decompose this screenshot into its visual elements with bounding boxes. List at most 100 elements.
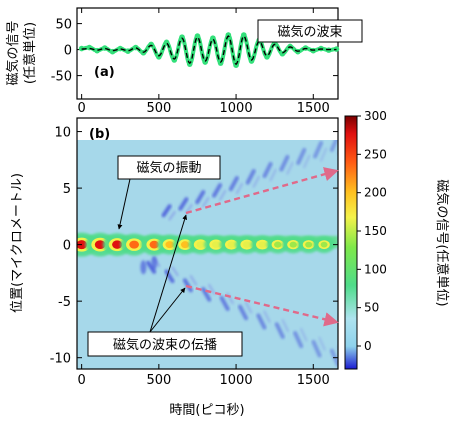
wave-packet-streak: [293, 331, 304, 349]
wave-packet-label-box: [257, 19, 363, 43]
wave-packet-streak: [189, 275, 198, 286]
panel-b: 10 5 0 -5 -10 0 500 1000 1500 (b) 磁気の振動 磁気の波束の伝播…: [10, 117, 339, 418]
panel-b-label: (b): [89, 127, 110, 142]
oscillation-peak: [212, 241, 220, 248]
colorbar-tick-label: 200: [364, 186, 387, 200]
panel-a-data-point: [117, 45, 124, 52]
panel-a-data-point: [101, 45, 108, 51]
colorbar-tick-label: 50: [364, 301, 379, 315]
panel-b-xlabel: 時間(ピコ秒): [169, 403, 244, 418]
wave-packet-streak: [336, 150, 338, 156]
wave-packet-streak: [336, 345, 338, 351]
wave-packet-label: 磁気の波束: [277, 24, 342, 40]
wave-packet-streak: [212, 183, 223, 198]
panel-b-ytick-label: -10: [50, 352, 71, 367]
oscillation-peak: [94, 240, 106, 250]
wave-packet-blob: [140, 260, 147, 275]
oscillation-peak: [227, 241, 236, 248]
wave-packet-streak: [201, 287, 212, 302]
panel-b-ytick-label: 10: [54, 126, 71, 141]
colorbar-tick-label: 0: [364, 339, 372, 353]
colorbar-tick-label: 100: [364, 262, 387, 276]
panel-a-data-point: [194, 33, 201, 39]
wave-packet-streak: [274, 322, 285, 339]
panel-a-data-point: [210, 35, 216, 41]
oscillation-peak: [258, 241, 267, 248]
wave-packet-streak: [245, 169, 256, 185]
panel-b-ytick-label: -5: [58, 295, 71, 310]
wave-packet-blob: [151, 255, 158, 270]
panel-a-ticks: 500-500 500 1000 1500: [51, 8, 338, 116]
panel-a-xtick-label: 500: [146, 101, 171, 116]
wave-packet-streak: [313, 140, 324, 159]
wave-packet-streak: [252, 175, 260, 188]
panel-a-ytick-label: 0: [64, 44, 72, 59]
panel-a-data-point: [202, 59, 208, 65]
wave-packet-streak: [146, 260, 157, 274]
colorbar-tick-label: 150: [364, 224, 387, 238]
central-oscillation-peaks: [77, 232, 335, 257]
colorbar: 300 250 200 150 100 50 0 磁気の信号(任意単位): [344, 109, 450, 370]
panel-b-ticks: 10 5 0 -5 -10 0 500 1000 1500: [50, 126, 338, 388]
wave-packet-streak: [329, 140, 338, 152]
oscillation-peak: [149, 240, 159, 249]
wave-packet-streak: [302, 154, 311, 169]
wave-packet-streak: [164, 269, 175, 284]
wave-packet-streak: [244, 301, 253, 314]
panel-a-data-point: [248, 58, 255, 64]
panel-b-ylabel: 位置(マイクロメートル): [10, 173, 25, 313]
panel-a-series: [78, 32, 340, 68]
colorbar-tick-label: 300: [364, 109, 387, 123]
oscillation-peak: [180, 241, 190, 249]
wave-packets: [140, 140, 338, 367]
wave-packet-streak: [263, 310, 271, 323]
panel-a-data-point: [125, 48, 131, 54]
lower-propagation-arrow: [185, 284, 339, 327]
oscillation-peak: [243, 241, 251, 248]
wave-packet-streak: [195, 190, 206, 205]
wave-packet-streak: [218, 189, 227, 201]
wave-packet-streak: [208, 283, 216, 295]
wave-packet-streak: [228, 176, 239, 192]
panel-b-xtick-label: 500: [146, 373, 171, 388]
panel-a-data-point: [240, 32, 247, 38]
panel-a-data-point: [225, 32, 232, 38]
wave-packet-streak: [168, 210, 176, 221]
panel-b-ytick-label: 0: [63, 239, 71, 254]
wave-packet-streak: [319, 147, 328, 162]
oscillation-label-box: [117, 155, 221, 180]
panel-a-xtick-label: 0: [77, 101, 85, 116]
upper-propagation-arrow: [185, 167, 339, 215]
oscillation-pointer: [117, 178, 131, 230]
wave-packet-streak: [269, 168, 277, 182]
panel-a-ytick-label: -50: [51, 70, 72, 85]
wave-packet-streak: [281, 319, 290, 333]
colorbar-label: 磁気の信号(任意単位): [434, 179, 450, 306]
panel-a-xtick-label: 1500: [297, 101, 330, 116]
wave-packet-streak: [238, 304, 249, 321]
panel-a-data-point: [217, 60, 224, 66]
oscillation-peak: [305, 241, 313, 248]
wave-packet-streak: [178, 197, 189, 211]
propagation-label: 磁気の波束の伝播: [113, 337, 217, 353]
propagation-pointer-lower: [149, 287, 186, 333]
colorbar-gradient: [344, 115, 358, 370]
wave-packet-streak: [311, 339, 322, 358]
panel-a-data-point: [94, 47, 100, 54]
panel-a-data-point: [171, 57, 178, 63]
wave-packet-streak: [286, 161, 294, 175]
colorbar-ticks: 300 250 200 150 100 50 0: [357, 109, 387, 353]
panel-a-ylabel-line1: 磁気の信号: [5, 20, 21, 85]
wave-packet-streak: [262, 162, 273, 179]
panel-a-ylabel-line2: (任意単位): [22, 22, 38, 84]
panel-a-ytick-label: 50: [55, 18, 72, 33]
panel-b-frame: [76, 117, 339, 370]
oscillation-peak: [289, 241, 297, 248]
wave-packet-streak: [299, 327, 308, 342]
wave-packet-streak: [296, 147, 307, 165]
oscillation-peak: [274, 241, 282, 248]
oscillation-peak: [320, 241, 328, 248]
colorbar-tick-label: 250: [364, 147, 387, 161]
wave-packet-streak: [219, 295, 230, 311]
wave-packet-streak: [171, 266, 179, 277]
